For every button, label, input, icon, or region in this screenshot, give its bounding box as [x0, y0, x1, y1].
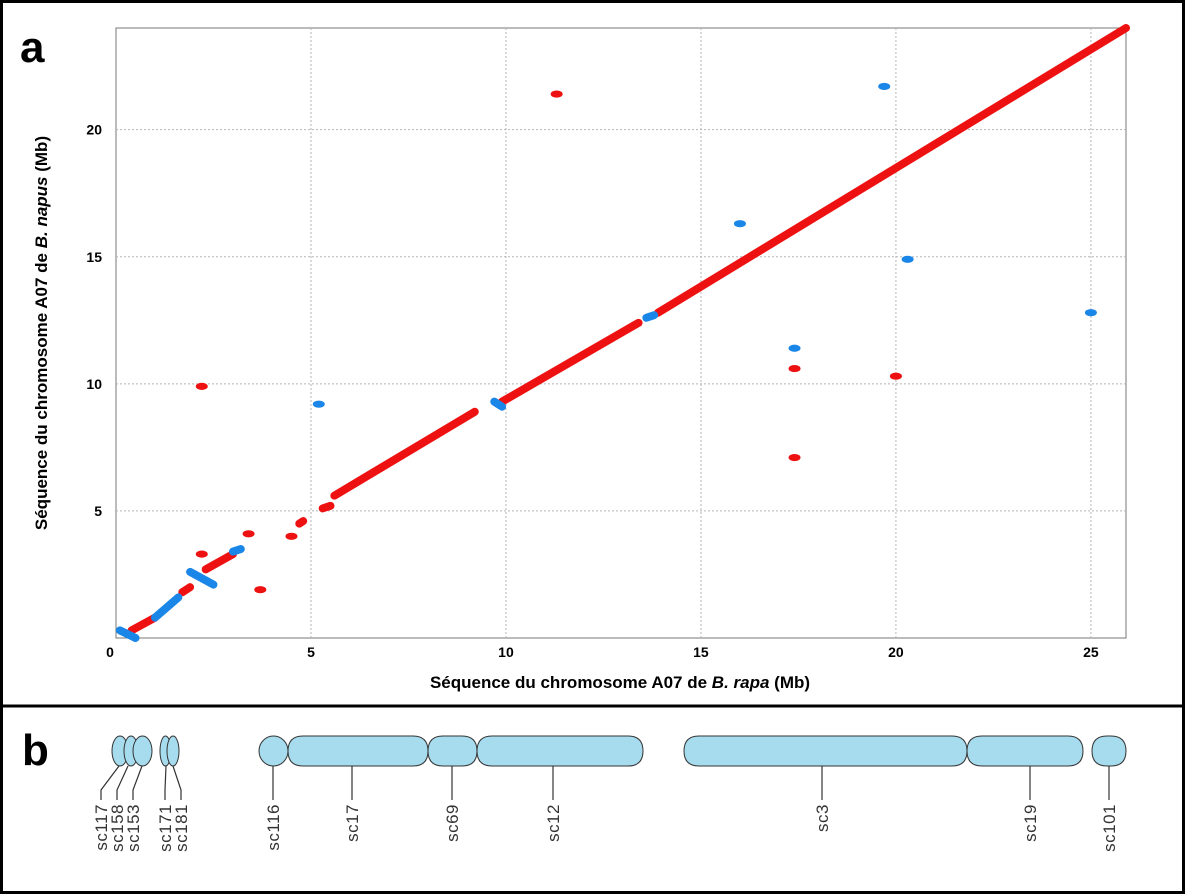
red-alignment-segment	[654, 24, 1130, 317]
dotplot-chart: 0 5 10 15 20 25 5 10 15 20 Séquence du chromosom…	[32, 24, 1130, 692]
scaffold-label: sc153	[124, 804, 143, 852]
scaffold-leader-line	[132, 765, 143, 800]
blue-alignment-segment	[150, 593, 183, 622]
scaffold-segment	[966, 735, 1084, 767]
scaffold-segment	[427, 735, 478, 767]
blue-alignment-point	[1084, 309, 1097, 317]
x-tick-label: 25	[1083, 644, 1099, 660]
y-tick-label: 15	[86, 249, 102, 265]
blue-alignment-segment	[115, 626, 140, 642]
blue-alignment-point	[788, 344, 801, 352]
scaffold-segment	[258, 735, 289, 767]
scaffold-label: sc101	[1100, 804, 1119, 852]
data-marks	[115, 24, 1130, 642]
x-tick-label: 0	[106, 644, 114, 660]
red-alignment-segment	[178, 583, 195, 597]
scaffold-label: sc19	[1021, 804, 1040, 842]
x-axis-label: Séquence du chromosome A07 de B. rapa (M…	[430, 673, 810, 692]
scaffold-leader-line	[116, 765, 129, 800]
red-alignment-point	[242, 530, 255, 538]
scaffold-label: sc171	[156, 804, 175, 852]
blue-series	[115, 82, 1097, 642]
x-tick-labels: 0 5 10 15 20 25	[106, 644, 1099, 660]
panel-b-letter: b	[22, 726, 49, 775]
scaffold-label: sc17	[343, 804, 362, 842]
x-tick-label: 15	[693, 644, 709, 660]
x-tick-label: 5	[307, 644, 315, 660]
y-tick-label: 20	[86, 122, 102, 138]
scaffold-segment	[132, 735, 153, 767]
panel-a-letter: a	[20, 23, 45, 72]
x-tick-label: 10	[498, 644, 514, 660]
y-axis-label: Séquence du chromosome A07 de B. napus (…	[32, 136, 51, 530]
red-alignment-segment	[201, 550, 237, 574]
scaffold-segment	[1091, 735, 1127, 767]
scaffold-leader-line	[164, 765, 167, 800]
blue-alignment-segment	[228, 545, 245, 556]
blue-alignment-point	[733, 220, 746, 228]
scaffold-label: sc3	[813, 804, 832, 832]
blue-alignment-segment	[642, 311, 659, 322]
blue-alignment-point	[878, 82, 891, 91]
red-alignment-segment	[318, 501, 335, 513]
scaffold-segment	[683, 735, 968, 767]
scaffold-leader-line	[172, 765, 182, 800]
scaffold-label: sc12	[544, 804, 563, 842]
red-alignment-segment	[127, 613, 159, 635]
red-alignment-point	[195, 550, 208, 558]
scaffold-segment	[476, 735, 644, 767]
red-alignment-segment	[295, 517, 308, 528]
scaffold-label: sc69	[443, 804, 462, 842]
scaffold-segment	[287, 735, 429, 767]
red-alignment-point	[788, 364, 801, 373]
red-alignment-point	[254, 586, 267, 594]
blue-alignment-segment	[490, 397, 507, 411]
scaffold-leader-line	[100, 765, 120, 800]
red-alignment-point	[788, 453, 801, 462]
scaffold-label: sc158	[108, 804, 127, 852]
red-alignment-point	[195, 382, 208, 390]
y-tick-labels: 5 10 15 20	[86, 122, 102, 519]
scaffold-label: sc181	[172, 804, 191, 852]
x-tick-label: 20	[888, 644, 904, 660]
y-tick-label: 5	[94, 503, 102, 519]
red-series	[127, 24, 1130, 635]
y-tick-label: 10	[86, 376, 102, 392]
scaffold-segment	[166, 735, 180, 767]
red-alignment-segment	[498, 318, 643, 406]
red-alignment-point	[285, 532, 298, 540]
scaffold-label: sc116	[264, 804, 283, 851]
red-alignment-segment	[330, 407, 479, 500]
red-alignment-point	[550, 90, 563, 98]
grid-lines	[116, 28, 1126, 638]
blue-alignment-segment	[186, 567, 218, 589]
red-alignment-point	[889, 372, 902, 380]
blue-alignment-point	[312, 400, 325, 408]
scaffold-label: sc117	[92, 804, 111, 851]
blue-alignment-point	[901, 255, 914, 263]
